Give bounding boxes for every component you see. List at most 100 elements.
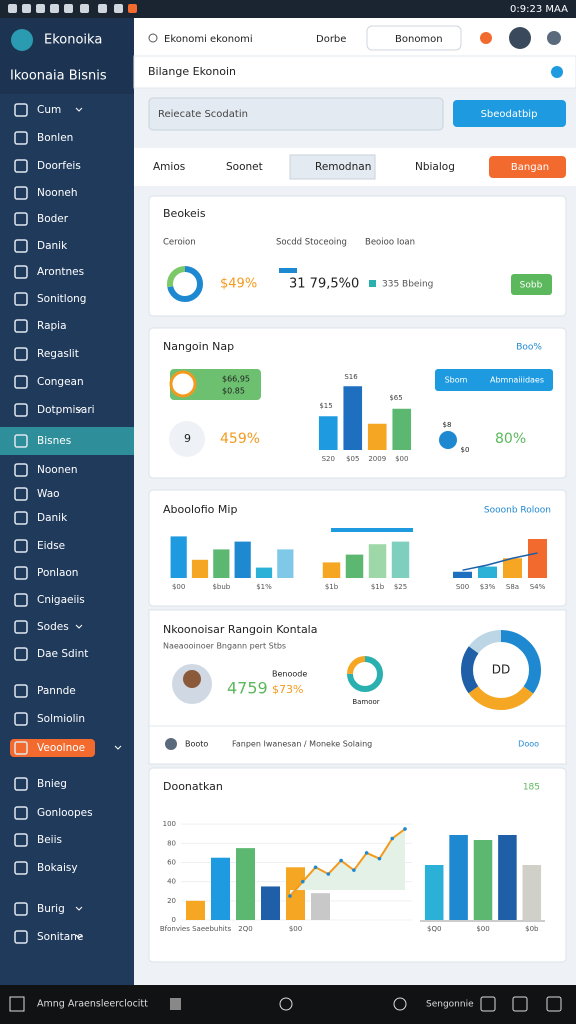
bar bbox=[345, 554, 364, 578]
column-header: Ceroion bbox=[163, 238, 196, 248]
nav-item[interactable]: Sonitlong bbox=[37, 293, 86, 305]
x-tick-label: Bfonvies Saeebuhits bbox=[160, 925, 232, 933]
settings bbox=[547, 31, 561, 45]
nav-item[interactable]: Gonloopes bbox=[37, 807, 93, 819]
bottom-icon[interactable] bbox=[170, 998, 181, 1010]
nav-item[interactable]: Nooneh bbox=[37, 187, 77, 199]
y-tick-label: 80 bbox=[167, 839, 176, 847]
y-tick-label: 60 bbox=[167, 859, 176, 867]
search-box-text: Bonomon bbox=[395, 34, 443, 45]
nav-item[interactable]: Solmiolin bbox=[37, 713, 85, 725]
home-button[interactable] bbox=[279, 997, 293, 1011]
line-point bbox=[313, 865, 318, 870]
filter-button[interactable] bbox=[453, 100, 566, 127]
footer-link[interactable]: Dooo bbox=[518, 740, 539, 749]
bar bbox=[261, 886, 280, 920]
donut-label: Bamoor bbox=[352, 698, 379, 706]
card-link[interactable]: Boo% bbox=[516, 343, 542, 353]
nav-item[interactable]: Congean bbox=[37, 376, 84, 388]
line-point bbox=[352, 868, 356, 872]
nav-icon bbox=[14, 131, 28, 145]
nav-item[interactable]: Danik bbox=[37, 512, 68, 524]
nav-item[interactable]: Rapia bbox=[37, 320, 67, 332]
chevron bbox=[75, 107, 83, 112]
card-subtitle: Naeaooinoer Bngann pert Stbs bbox=[163, 642, 286, 651]
nav-item[interactable]: Sonitane bbox=[37, 931, 83, 943]
nav-item[interactable]: Cnigaeiis bbox=[37, 594, 85, 606]
bottom-icon[interactable] bbox=[512, 996, 528, 1012]
nav-item[interactable]: Beiis bbox=[37, 834, 62, 846]
nav-item[interactable]: Danik bbox=[37, 240, 68, 252]
tab[interactable]: Nbialog bbox=[415, 161, 455, 173]
nav-item[interactable]: Bnieg bbox=[37, 778, 67, 790]
y-tick-label: 0 bbox=[172, 916, 176, 924]
line-point bbox=[403, 827, 407, 831]
nav-item[interactable]: Pannde bbox=[37, 685, 76, 697]
nav-icon bbox=[14, 375, 28, 389]
x-tick-label: $Q0 bbox=[427, 925, 441, 933]
status-icon bbox=[114, 4, 123, 13]
nav-item[interactable]: Arontnes bbox=[37, 266, 84, 278]
cta-text: Bangan bbox=[511, 162, 549, 173]
nav-item[interactable]: Doorfeis bbox=[37, 160, 81, 172]
nav-item[interactable]: Wao bbox=[37, 488, 60, 500]
nav-item[interactable]: Bisnes bbox=[37, 435, 71, 447]
bar bbox=[522, 865, 542, 920]
card-title: Beokeis bbox=[163, 207, 206, 220]
nav-item[interactable]: Boder bbox=[37, 213, 69, 225]
y-tick-label: 20 bbox=[167, 897, 176, 905]
chevron bbox=[114, 745, 122, 750]
nav-item[interactable]: Ponlaon bbox=[37, 567, 78, 579]
nav-icon bbox=[14, 463, 28, 477]
nav-icon bbox=[14, 806, 28, 820]
nav-item[interactable]: Bonlen bbox=[37, 132, 73, 144]
nav-item[interactable]: Burig bbox=[37, 903, 65, 915]
nav-item[interactable]: Veoolnoe bbox=[37, 742, 85, 754]
nav-item[interactable]: Regaslit bbox=[37, 348, 79, 360]
nav-icon bbox=[14, 319, 28, 333]
card-button[interactable] bbox=[435, 369, 553, 391]
search-box[interactable] bbox=[366, 25, 462, 51]
y-tick-label: 40 bbox=[167, 878, 176, 886]
nav-item[interactable]: Sodes bbox=[37, 621, 69, 633]
nav-item[interactable]: Dotpmisari bbox=[37, 404, 95, 416]
kpi: 4759 bbox=[227, 679, 268, 698]
sidebar bbox=[0, 18, 134, 985]
cta-button[interactable] bbox=[489, 156, 566, 178]
filter-input[interactable]: Reiecate Scodatin bbox=[158, 109, 248, 120]
bar bbox=[191, 559, 209, 578]
status-icon bbox=[128, 4, 137, 13]
nav-item[interactable]: Eidse bbox=[37, 540, 65, 552]
card-title: Nkoonoisar Rangoin Kontala bbox=[163, 623, 317, 636]
nav-icon bbox=[14, 511, 28, 525]
menu-label[interactable]: Dorbe bbox=[316, 34, 346, 45]
nav-icon bbox=[14, 292, 28, 306]
nav-icon bbox=[14, 930, 28, 944]
card-button[interactable] bbox=[511, 274, 552, 295]
nav-icon bbox=[14, 777, 28, 791]
card-link[interactable]: 185 bbox=[523, 783, 540, 793]
nav-item[interactable]: Dae Sdint bbox=[37, 648, 88, 660]
bottom-icon[interactable] bbox=[546, 996, 562, 1012]
progress-icon bbox=[169, 370, 197, 398]
x-tick-label: $25 bbox=[394, 583, 407, 591]
nav-icon bbox=[14, 861, 28, 875]
tab[interactable]: Soonet bbox=[226, 161, 263, 173]
nav-item[interactable]: Noonen bbox=[37, 464, 77, 476]
x-tick-label: $00 bbox=[289, 925, 302, 933]
page-title: Bilange Ekonoin bbox=[148, 65, 236, 78]
card-title: Doonatkan bbox=[163, 780, 223, 793]
nav-item[interactable]: Bokaisy bbox=[37, 862, 78, 874]
card-link[interactable]: Sooonb Roloon bbox=[484, 506, 551, 516]
tab[interactable]: Remodnan bbox=[315, 161, 371, 173]
status-icon bbox=[98, 4, 107, 13]
brand-logo bbox=[11, 29, 33, 51]
bar bbox=[424, 865, 444, 920]
card-title: Aboolofio Mip bbox=[163, 503, 237, 516]
total: 31 79,5%0 bbox=[289, 277, 359, 292]
bar bbox=[186, 900, 205, 920]
nav-item[interactable]: Cum bbox=[37, 104, 61, 116]
tab[interactable]: Amios bbox=[153, 161, 185, 173]
bottom-icon[interactable] bbox=[480, 996, 496, 1012]
nav-icon bbox=[14, 741, 28, 755]
